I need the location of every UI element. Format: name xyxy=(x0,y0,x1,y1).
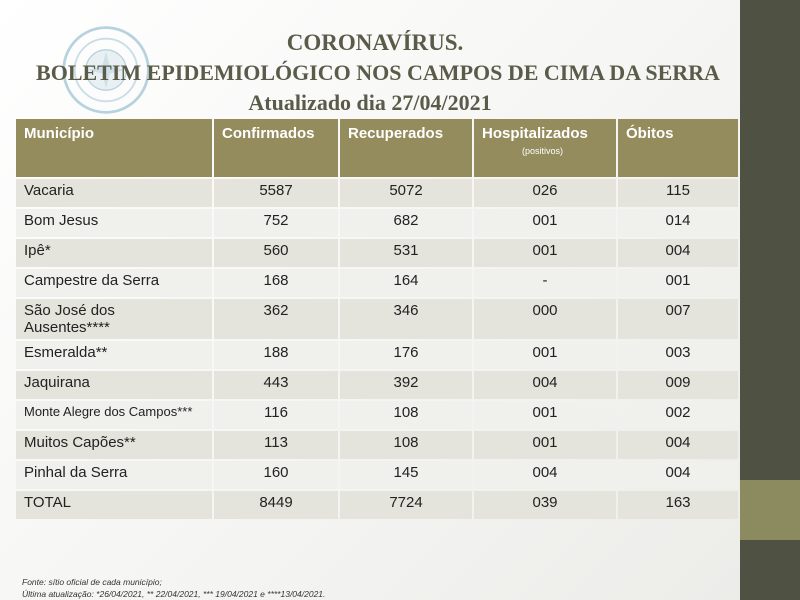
cell-confirmados: 116 xyxy=(214,401,338,429)
table-header-row: Município Confirmados Recuperados Hospit… xyxy=(16,119,738,177)
table-row: Vacaria 5587 5072 026 115 xyxy=(16,179,738,207)
cell-municipio: Campestre da Serra xyxy=(16,269,212,297)
cell-municipio: Monte Alegre dos Campos*** xyxy=(16,401,212,429)
cell-recuperados: 176 xyxy=(340,341,472,369)
column-header-obitos: Óbitos xyxy=(618,119,738,177)
footnote-source: Fonte: sítio oficial de cada município; xyxy=(22,577,162,587)
title-line-1: CORONAVÍRUS. xyxy=(286,30,464,55)
cell-municipio-total: TOTAL xyxy=(16,491,212,519)
cell-hospitalizados: 001 xyxy=(474,209,616,237)
cell-municipio: Pinhal da Serra xyxy=(16,461,212,489)
cell-obitos: 004 xyxy=(618,461,738,489)
table-row: Campestre da Serra 168 164 - 001 xyxy=(16,269,738,297)
table-row: São José dos Ausentes**** 362 346 000 00… xyxy=(16,299,738,339)
table-total-row: TOTAL 8449 7724 039 163 xyxy=(16,491,738,519)
table-row: Ipê* 560 531 001 004 xyxy=(16,239,738,267)
cell-hospitalizados: 001 xyxy=(474,341,616,369)
cell-hospitalizados: - xyxy=(474,269,616,297)
cell-confirmados-total: 8449 xyxy=(214,491,338,519)
cell-recuperados: 346 xyxy=(340,299,472,339)
cell-hospitalizados: 004 xyxy=(474,461,616,489)
cell-obitos: 003 xyxy=(618,341,738,369)
table-row: Muitos Capões** 113 108 001 004 xyxy=(16,431,738,459)
column-header-hospitalizados: Hospitalizados (positivos) xyxy=(474,119,616,177)
column-header-hospitalizados-label: Hospitalizados xyxy=(482,125,588,142)
cell-municipio: Bom Jesus xyxy=(16,209,212,237)
column-header-confirmados: Confirmados xyxy=(214,119,338,177)
table-row: Monte Alegre dos Campos*** 116 108 001 0… xyxy=(16,401,738,429)
cell-recuperados: 5072 xyxy=(340,179,472,207)
bulletin-table: Município Confirmados Recuperados Hospit… xyxy=(14,117,740,521)
cell-hospitalizados: 026 xyxy=(474,179,616,207)
cell-obitos: 004 xyxy=(618,431,738,459)
cell-hospitalizados: 004 xyxy=(474,371,616,399)
cell-recuperados: 164 xyxy=(340,269,472,297)
footnote-update: Última atualização: *26/04/2021, ** 22/0… xyxy=(22,589,326,599)
cell-hospitalizados: 000 xyxy=(474,299,616,339)
cell-municipio: São José dos Ausentes**** xyxy=(16,299,212,339)
cell-recuperados: 392 xyxy=(340,371,472,399)
table-row: Bom Jesus 752 682 001 014 xyxy=(16,209,738,237)
cell-recuperados: 108 xyxy=(340,431,472,459)
cell-recuperados: 682 xyxy=(340,209,472,237)
cell-recuperados: 145 xyxy=(340,461,472,489)
cell-obitos: 115 xyxy=(618,179,738,207)
table-row: Jaquirana 443 392 004 009 xyxy=(16,371,738,399)
cell-obitos: 007 xyxy=(618,299,738,339)
cell-recuperados: 531 xyxy=(340,239,472,267)
cell-obitos: 009 xyxy=(618,371,738,399)
footnotes: Fonte: sítio oficial de cada município; … xyxy=(22,576,325,600)
column-header-municipio: Município xyxy=(16,119,212,177)
cell-confirmados: 362 xyxy=(214,299,338,339)
title-line-3: Atualizado dia 27/04/2021 xyxy=(248,90,492,115)
cell-obitos: 001 xyxy=(618,269,738,297)
cell-confirmados: 160 xyxy=(214,461,338,489)
cell-municipio: Ipê* xyxy=(16,239,212,267)
table-row: Esmeralda** 188 176 001 003 xyxy=(16,341,738,369)
cell-municipio: Jaquirana xyxy=(16,371,212,399)
cell-municipio: Esmeralda** xyxy=(16,341,212,369)
cell-confirmados: 443 xyxy=(214,371,338,399)
cell-confirmados: 168 xyxy=(214,269,338,297)
cell-obitos: 014 xyxy=(618,209,738,237)
column-header-recuperados: Recuperados xyxy=(340,119,472,177)
cell-municipio: Vacaria xyxy=(16,179,212,207)
cell-recuperados: 108 xyxy=(340,401,472,429)
cell-hospitalizados-total: 039 xyxy=(474,491,616,519)
cell-recuperados-total: 7724 xyxy=(340,491,472,519)
cell-confirmados: 188 xyxy=(214,341,338,369)
cell-obitos: 002 xyxy=(618,401,738,429)
cell-obitos: 004 xyxy=(618,239,738,267)
cell-hospitalizados: 001 xyxy=(474,431,616,459)
cell-confirmados: 113 xyxy=(214,431,338,459)
cell-hospitalizados: 001 xyxy=(474,239,616,267)
cell-obitos-total: 163 xyxy=(618,491,738,519)
cell-municipio: Muitos Capões** xyxy=(16,431,212,459)
side-accent-block xyxy=(740,480,800,540)
table-row: Pinhal da Serra 160 145 004 004 xyxy=(16,461,738,489)
column-header-hospitalizados-subtitle: (positivos) xyxy=(522,146,564,156)
cell-confirmados: 560 xyxy=(214,239,338,267)
cell-confirmados: 5587 xyxy=(214,179,338,207)
municipal-seal-icon xyxy=(62,26,150,114)
cell-confirmados: 752 xyxy=(214,209,338,237)
title-line-2: BOLETIM EPIDEMIOLÓGICO NOS CAMPOS DE CIM… xyxy=(36,60,720,85)
cell-hospitalizados: 001 xyxy=(474,401,616,429)
